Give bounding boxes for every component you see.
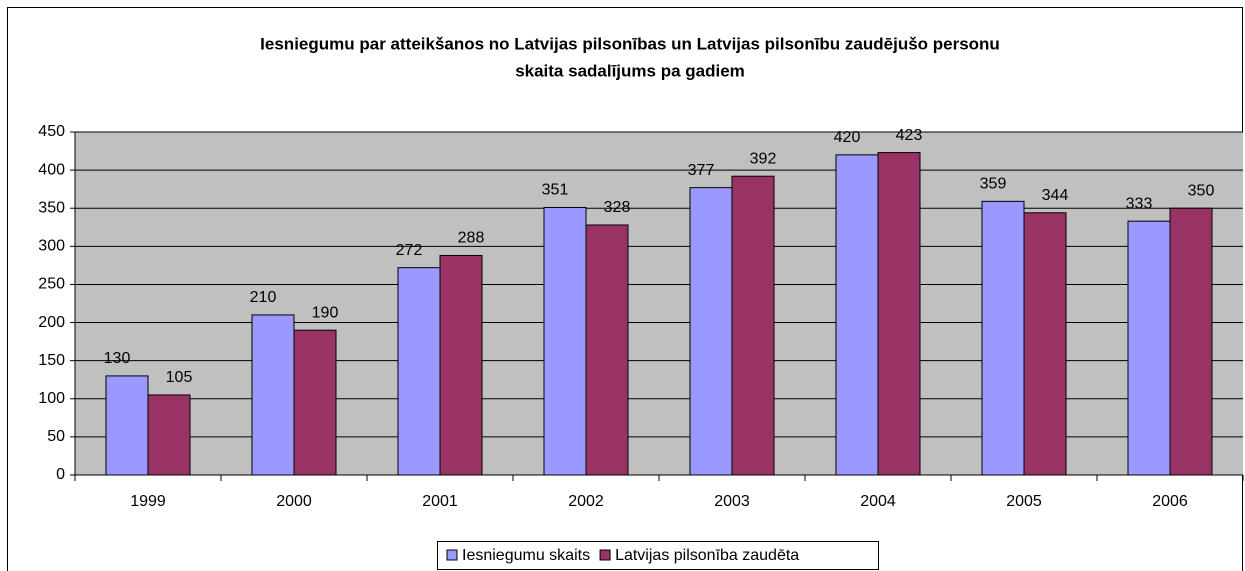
legend-box: [437, 541, 879, 570]
bar: [439, 254, 483, 476]
x-tick-label: 2003: [714, 493, 750, 510]
value-label: 423: [896, 127, 923, 144]
y-tick-label: 150: [38, 352, 65, 369]
value-label: 350: [1188, 182, 1215, 199]
y-tick-label: 50: [47, 428, 65, 445]
x-tick-label: 2006: [1152, 493, 1188, 510]
y-tick-label: 400: [38, 161, 65, 178]
bar: [835, 154, 879, 476]
bar: [293, 329, 337, 476]
value-label: 105: [166, 369, 193, 386]
value-label: 359: [980, 176, 1007, 193]
bar: [543, 206, 587, 476]
x-tick-label: 2005: [1006, 493, 1042, 510]
bar: [585, 224, 629, 476]
value-label: 130: [104, 350, 131, 367]
y-tick-label: 100: [38, 390, 65, 407]
y-tick-label: 350: [38, 199, 65, 216]
value-label: 351: [542, 182, 569, 199]
bar: [397, 267, 441, 476]
value-label: 333: [1126, 195, 1153, 212]
x-tick-label: 2004: [860, 493, 896, 510]
legend-swatch: [446, 549, 458, 561]
value-label: 420: [834, 129, 861, 146]
y-tick-label: 250: [38, 276, 65, 293]
y-tick-label: 200: [38, 314, 65, 331]
legend-swatch: [599, 549, 611, 561]
bar: [147, 394, 191, 476]
x-tick-label: 2001: [422, 493, 458, 510]
bar: [1023, 212, 1067, 476]
legend-label: Iesniegumu skaits: [462, 547, 590, 564]
x-tick-label: 2000: [276, 493, 312, 510]
value-label: 272: [396, 242, 423, 259]
value-label: 210: [250, 289, 277, 306]
value-label: 288: [458, 230, 485, 247]
y-tick-label: 300: [38, 238, 65, 255]
bar: [731, 175, 775, 476]
chart-title: skaita sadalījums pa gadiem: [515, 61, 745, 80]
x-tick-label: 1999: [130, 493, 166, 510]
legend-label: Latvijas pilsonība zaudēta: [615, 547, 799, 564]
bar: [1169, 207, 1213, 476]
y-tick-label: 0: [56, 466, 65, 483]
chart-title: Iesniegumu par atteikšanos no Latvijas p…: [260, 34, 1000, 53]
value-label: 377: [688, 162, 715, 179]
y-tick-label: 450: [38, 123, 65, 140]
value-label: 328: [604, 199, 631, 216]
value-label: 344: [1042, 187, 1069, 204]
bar: [877, 152, 921, 476]
x-tick-label: 2002: [568, 493, 604, 510]
bar: [251, 314, 295, 476]
bar: [689, 187, 733, 476]
bar: [1127, 220, 1171, 476]
value-label: 392: [750, 150, 777, 167]
value-label: 190: [312, 304, 339, 321]
bar: [981, 200, 1025, 476]
bar: [105, 375, 149, 476]
